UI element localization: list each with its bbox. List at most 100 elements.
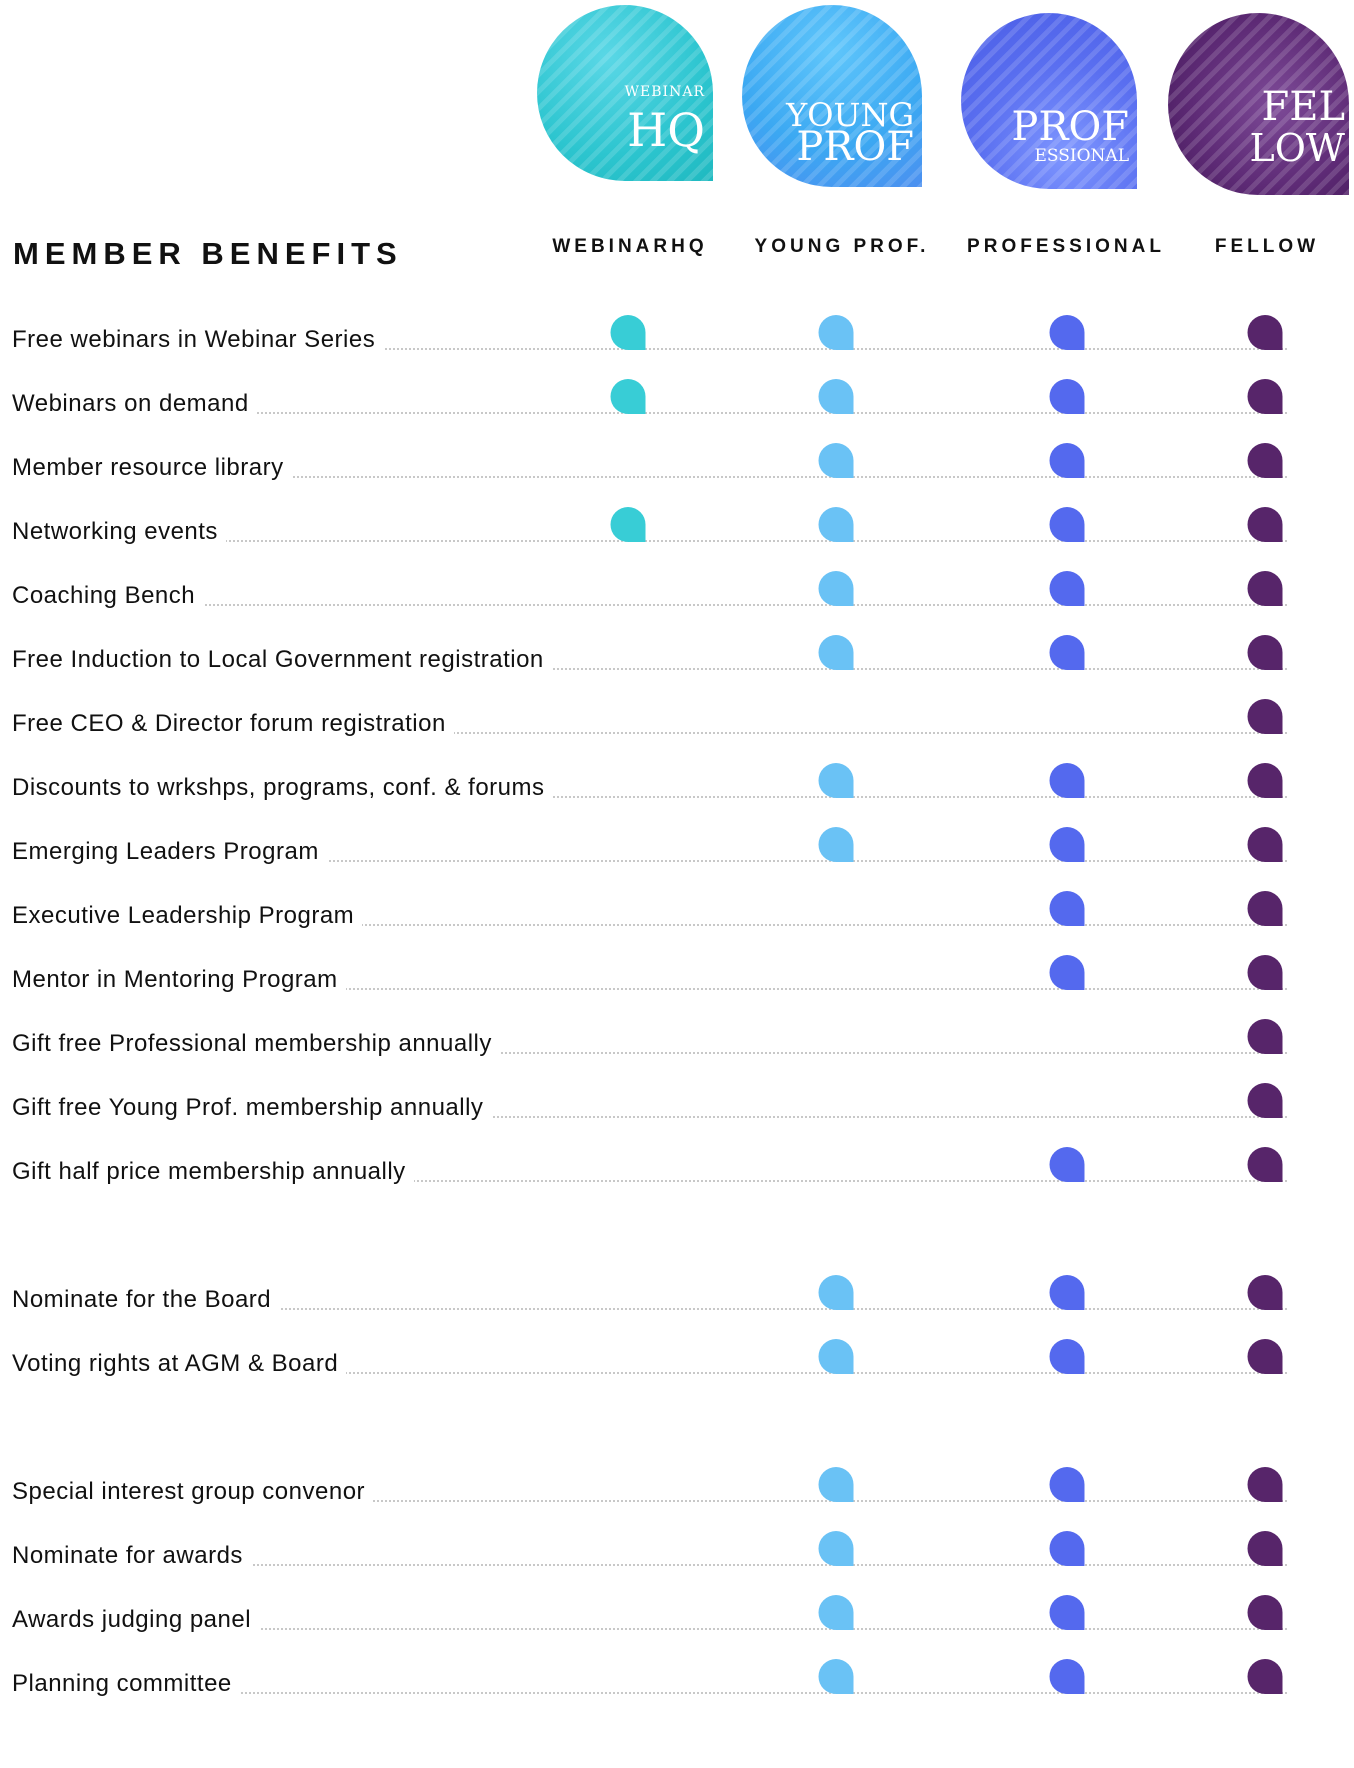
- benefit-label: Coaching Bench: [0, 582, 204, 610]
- dotted-leader: [12, 1564, 1287, 1566]
- included-marker-icon: [1049, 827, 1085, 862]
- included-marker-icon: [1247, 1467, 1283, 1502]
- included-marker-icon: [1247, 1595, 1283, 1630]
- benefit-label: Webinars on demand: [0, 390, 257, 418]
- included-marker-icon: [818, 379, 854, 414]
- included-marker-icon: [1247, 571, 1283, 606]
- badge-text: PROF: [1011, 104, 1129, 150]
- included-marker-icon: [1049, 763, 1085, 798]
- young-prof-badge: YOUNG PROF: [742, 5, 922, 187]
- included-marker-icon: [1247, 1019, 1283, 1054]
- included-marker-icon: [1049, 635, 1085, 670]
- dotted-leader: [12, 1500, 1287, 1502]
- badge-text: FEL: [1261, 84, 1345, 130]
- included-marker-icon: [1247, 1659, 1283, 1694]
- benefit-label: Awards judging panel: [0, 1606, 260, 1634]
- included-marker-icon: [818, 1275, 854, 1310]
- column-header-young-prof: YOUNG PROF.: [754, 236, 930, 257]
- included-marker-icon: [1247, 891, 1283, 926]
- included-marker-icon: [1247, 1275, 1283, 1310]
- included-marker-icon: [1049, 1147, 1085, 1182]
- dotted-leader: [12, 988, 1287, 990]
- dotted-leader: [12, 796, 1287, 798]
- included-marker-icon: [1247, 827, 1283, 862]
- benefit-row: Nominate for awards: [0, 1512, 1354, 1576]
- included-marker-icon: [1049, 1595, 1085, 1630]
- included-marker-icon: [818, 507, 854, 542]
- included-marker-icon: [1247, 507, 1283, 542]
- badge-text: HQ: [627, 103, 705, 157]
- badge-text: PROF: [796, 124, 914, 170]
- benefit-row: Gift free Young Prof. membership annuall…: [0, 1064, 1354, 1128]
- badge-text: YOUNG: [786, 96, 914, 134]
- benefit-row: Emerging Leaders Program: [0, 808, 1354, 872]
- benefit-label: Gift free Young Prof. membership annuall…: [0, 1094, 492, 1122]
- benefit-label: Member resource library: [0, 454, 292, 482]
- included-marker-icon: [818, 827, 854, 862]
- included-marker-icon: [1049, 507, 1085, 542]
- benefit-label: Free webinars in Webinar Series: [0, 326, 384, 354]
- page-title: MEMBER BENEFITS: [13, 236, 403, 271]
- dotted-leader: [12, 1692, 1287, 1694]
- included-marker-icon: [1049, 955, 1085, 990]
- dotted-leader: [12, 1180, 1287, 1182]
- dotted-leader: [12, 924, 1287, 926]
- benefit-label: Nominate for awards: [0, 1542, 251, 1570]
- dotted-leader: [12, 348, 1287, 350]
- dotted-leader: [12, 668, 1287, 670]
- badge-text: LOW: [1249, 126, 1345, 170]
- benefit-label: Emerging Leaders Program: [0, 838, 327, 866]
- badge-text: ESSIONAL: [1034, 146, 1130, 166]
- benefit-row: Discounts to wrkshps, programs, conf. & …: [0, 744, 1354, 808]
- included-marker-icon: [1049, 1531, 1085, 1566]
- benefit-label: Planning committee: [0, 1670, 240, 1698]
- benefit-row: Awards judging panel: [0, 1576, 1354, 1640]
- dotted-leader: [12, 1628, 1287, 1630]
- dotted-leader: [12, 476, 1287, 478]
- included-marker-icon: [1049, 1467, 1085, 1502]
- included-marker-icon: [1247, 763, 1283, 798]
- included-marker-icon: [1247, 1147, 1283, 1182]
- included-marker-icon: [1247, 1531, 1283, 1566]
- included-marker-icon: [1049, 315, 1085, 350]
- benefit-row: Coaching Bench: [0, 552, 1354, 616]
- included-marker-icon: [610, 507, 646, 542]
- included-marker-icon: [1247, 315, 1283, 350]
- benefit-row: Free webinars in Webinar Series: [0, 296, 1354, 360]
- included-marker-icon: [818, 443, 854, 478]
- included-marker-icon: [1049, 1275, 1085, 1310]
- included-marker-icon: [1049, 443, 1085, 478]
- benefit-row: Planning committee: [0, 1640, 1354, 1704]
- included-marker-icon: [610, 379, 646, 414]
- benefit-group: Nominate for the Board Voting rights at A…: [0, 1256, 1354, 1384]
- included-marker-icon: [1049, 1659, 1085, 1694]
- benefit-group: Special interest group convenor Nominate …: [0, 1448, 1354, 1704]
- dotted-leader: [12, 540, 1287, 542]
- included-marker-icon: [818, 635, 854, 670]
- benefit-label: Networking events: [0, 518, 226, 546]
- benefit-row: Voting rights at AGM & Board: [0, 1320, 1354, 1384]
- included-marker-icon: [1049, 571, 1085, 606]
- benefit-row: Networking events: [0, 488, 1354, 552]
- benefit-row: Free CEO & Director forum registration: [0, 680, 1354, 744]
- benefit-label: Free Induction to Local Government regis…: [0, 646, 552, 674]
- benefits-table: Free webinars in Webinar Series Webinars …: [0, 296, 1354, 1768]
- benefit-label: Gift free Professional membership annual…: [0, 1030, 500, 1058]
- dotted-leader: [12, 412, 1287, 414]
- benefit-label: Executive Leadership Program: [0, 902, 363, 930]
- column-header-fellow: FELLOW: [1214, 236, 1320, 257]
- benefit-label: Mentor in Mentoring Program: [0, 966, 346, 994]
- included-marker-icon: [818, 1467, 854, 1502]
- fellow-badge: FEL LOW: [1168, 13, 1349, 195]
- included-marker-icon: [1247, 1083, 1283, 1118]
- included-marker-icon: [818, 571, 854, 606]
- included-marker-icon: [818, 1531, 854, 1566]
- benefit-group: Free webinars in Webinar Series Webinars …: [0, 296, 1354, 1192]
- benefit-row: Webinars on demand: [0, 360, 1354, 424]
- included-marker-icon: [1049, 891, 1085, 926]
- included-marker-icon: [818, 1659, 854, 1694]
- benefit-label: Discounts to wrkshps, programs, conf. & …: [0, 774, 553, 802]
- included-marker-icon: [818, 1595, 854, 1630]
- benefit-row: Member resource library: [0, 424, 1354, 488]
- dotted-leader: [12, 860, 1287, 862]
